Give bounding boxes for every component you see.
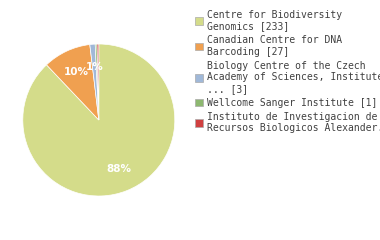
Text: 88%: 88%: [106, 164, 131, 174]
Wedge shape: [23, 44, 175, 196]
Wedge shape: [95, 44, 99, 120]
Text: 10%: 10%: [64, 67, 89, 77]
Wedge shape: [90, 44, 99, 120]
Wedge shape: [97, 44, 99, 120]
Wedge shape: [46, 45, 99, 120]
Text: 1%: 1%: [86, 62, 103, 72]
Legend: Centre for Biodiversity
Genomics [233], Canadian Centre for DNA
Barcoding [27], : Centre for Biodiversity Genomics [233], …: [195, 10, 380, 133]
